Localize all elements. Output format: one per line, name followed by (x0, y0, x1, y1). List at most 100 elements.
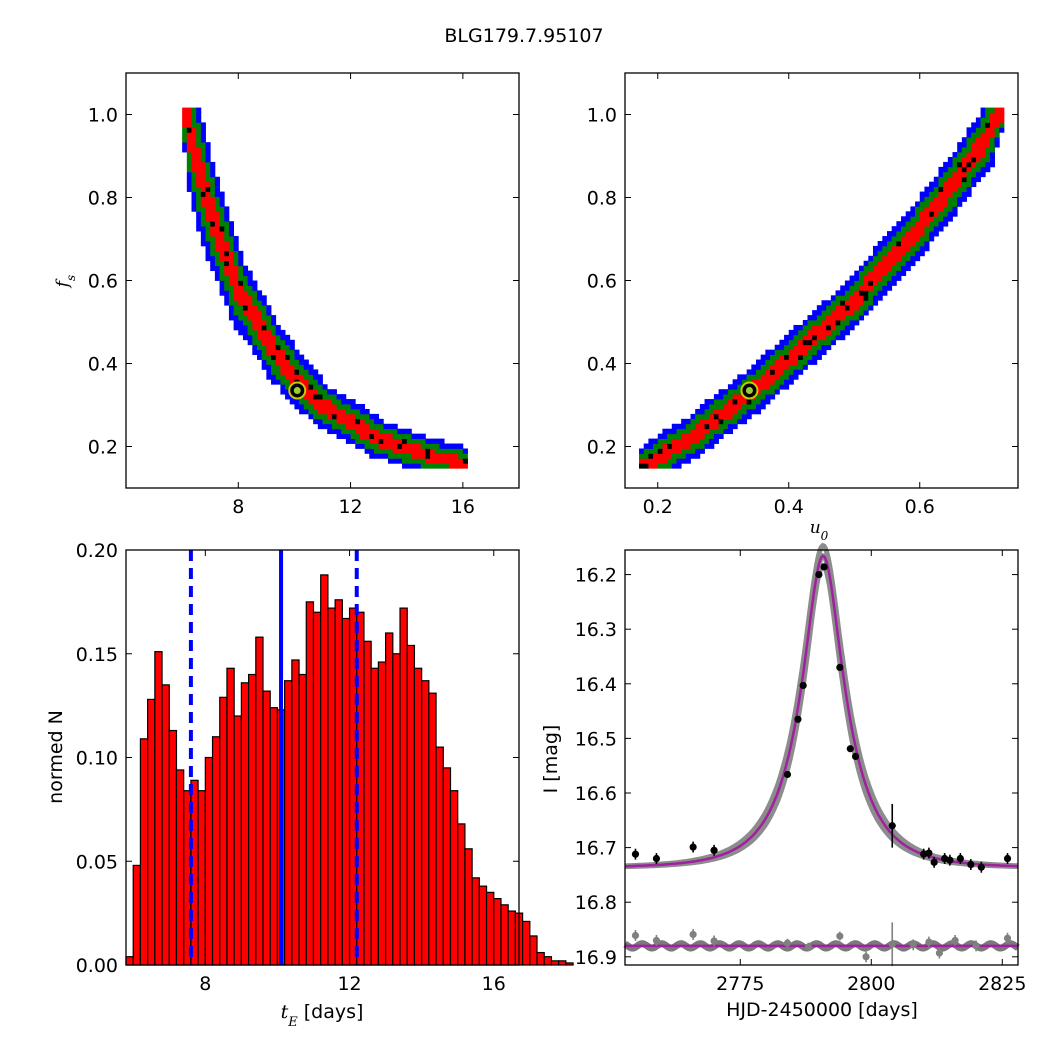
posterior-cell (205, 211, 211, 217)
posterior-cell (378, 418, 384, 425)
posterior-cell (994, 132, 1000, 138)
posterior-cell (807, 324, 813, 331)
posterior-cell (835, 295, 841, 301)
posterior-cell (186, 127, 192, 133)
posterior-cell (807, 349, 813, 356)
posterior-cell (793, 369, 799, 375)
posterior-cell (887, 231, 893, 237)
posterior-cell (345, 423, 351, 430)
posterior-cell (816, 354, 822, 360)
posterior-cell (662, 453, 668, 459)
posterior-cell (788, 349, 794, 356)
posterior-cell (896, 275, 902, 281)
posterior-cell (397, 428, 403, 435)
hist-bar (464, 848, 473, 966)
p2-axes: 0.2 0.4 0.60.20.40.60.81.0 (587, 73, 1018, 518)
posterior-cell (402, 453, 408, 459)
posterior-cell (929, 221, 935, 227)
posterior-cell (252, 280, 258, 286)
posterior-cell (355, 423, 361, 430)
posterior-cell (770, 384, 776, 390)
posterior-cell (322, 408, 328, 415)
posterior-cell (257, 344, 263, 351)
data-point (956, 854, 964, 863)
posterior-cell (402, 463, 408, 469)
posterior-cell (919, 240, 925, 247)
posterior-cell (228, 255, 235, 262)
posterior-cell (756, 394, 762, 400)
posterior-cell (214, 255, 220, 262)
posterior-cell (271, 339, 277, 346)
posterior-cell (402, 448, 408, 454)
posterior-cell (980, 147, 986, 153)
posterior-cell (327, 418, 333, 425)
posterior-cell (350, 413, 356, 420)
posterior-cell (280, 344, 286, 351)
p3-marks (125, 550, 574, 966)
posterior-cell (186, 122, 192, 128)
posterior-cell (980, 137, 986, 143)
posterior-cell (214, 226, 220, 232)
posterior-cell (971, 161, 977, 168)
posterior-cell (261, 339, 267, 346)
posterior-cell (915, 216, 921, 222)
posterior-cell (872, 280, 879, 286)
posterior-cell (257, 324, 263, 331)
posterior-cell (681, 448, 687, 454)
posterior-cell (723, 418, 729, 425)
posterior-cell (765, 384, 771, 390)
posterior-cell (257, 354, 263, 360)
posterior-cell (854, 315, 860, 321)
posterior-cell (224, 255, 230, 262)
posterior-cell (887, 236, 893, 242)
posterior-cell (919, 196, 925, 202)
posterior-cell (756, 374, 762, 380)
posterior-cell (910, 206, 916, 212)
posterior-cell (238, 265, 244, 272)
posterior-cell (224, 211, 230, 217)
posterior-cell (671, 458, 677, 464)
posterior-cell (872, 295, 879, 301)
data-point (652, 936, 661, 945)
hist-bar (255, 636, 264, 966)
hist-bar (132, 864, 142, 966)
posterior-cell (863, 295, 869, 301)
posterior-cell (355, 413, 361, 420)
posterior-cell (425, 463, 431, 469)
posterior-cell (756, 399, 762, 405)
posterior-cell (238, 260, 244, 267)
posterior-cell (186, 152, 192, 158)
posterior-cell (411, 448, 417, 454)
posterior-cell (643, 448, 649, 454)
posterior-cell (723, 394, 729, 400)
posterior-cell (257, 305, 263, 311)
posterior-cell (196, 156, 202, 163)
posterior-cell (639, 463, 645, 469)
posterior-cell (877, 285, 883, 291)
posterior-cell (812, 349, 818, 356)
posterior-cell (252, 305, 258, 311)
posterior-cell (732, 379, 738, 385)
posterior-cell (224, 285, 230, 291)
posterior-cell (713, 423, 719, 430)
posterior-cell (947, 206, 953, 212)
posterior-cell (228, 300, 235, 306)
posterior-cell (732, 413, 738, 420)
posterior-cell (186, 171, 192, 178)
posterior-cell (980, 132, 986, 138)
posterior-cell (210, 216, 216, 222)
posterior-cell (727, 399, 734, 405)
posterior-cell (191, 166, 197, 173)
posterior-cell (266, 349, 272, 356)
posterior-cell (266, 369, 272, 375)
posterior-cell (826, 339, 832, 346)
posterior-cell (788, 359, 794, 365)
hist-bar (421, 680, 430, 966)
posterior-cell (303, 364, 309, 370)
posterior-cell (947, 216, 953, 222)
posterior-cell (727, 408, 734, 415)
posterior-cell (406, 453, 412, 459)
posterior-cell (247, 290, 253, 296)
posterior-cell (891, 240, 897, 247)
posterior-cell (760, 399, 766, 405)
